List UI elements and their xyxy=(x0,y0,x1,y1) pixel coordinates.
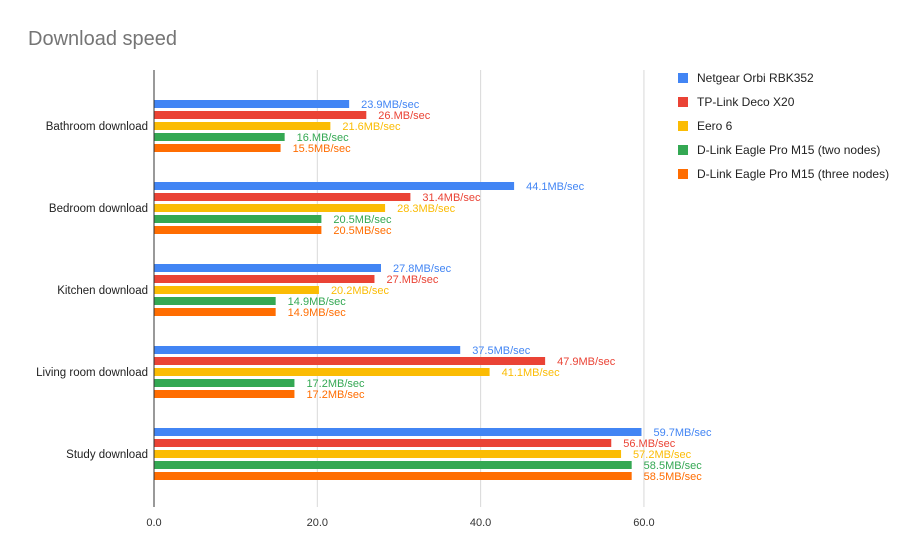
legend-label: D-Link Eagle Pro M15 (three nodes) xyxy=(697,167,890,181)
data-label: 20.2MB/sec xyxy=(331,285,390,297)
data-label: 47.9MB/sec xyxy=(557,356,616,368)
bar xyxy=(154,215,322,223)
data-label: 16.MB/sec xyxy=(297,132,349,144)
bar xyxy=(154,286,319,294)
bar xyxy=(154,204,386,212)
category-label: Bathroom download xyxy=(46,121,148,133)
bar xyxy=(154,368,490,376)
legend-label: Netgear Orbi RBK352 xyxy=(697,71,814,85)
bar xyxy=(154,308,276,316)
data-label: 41.1MB/sec xyxy=(502,367,561,379)
category-label: Bedroom download xyxy=(49,203,148,215)
bar xyxy=(154,275,375,283)
bar xyxy=(154,450,622,458)
data-label: 57.2MB/sec xyxy=(633,449,692,461)
legend-item: D-Link Eagle Pro M15 (three nodes) xyxy=(678,162,889,186)
x-tick-label: 60.0 xyxy=(633,517,654,529)
data-label: 23.9MB/sec xyxy=(361,99,420,111)
data-label: 27.MB/sec xyxy=(386,274,438,286)
data-label: 58.5MB/sec xyxy=(644,460,703,472)
bar xyxy=(154,264,381,272)
bar xyxy=(154,390,295,398)
category-label: Study download xyxy=(66,449,148,461)
bar xyxy=(154,357,546,365)
legend-swatch xyxy=(678,169,688,179)
bar xyxy=(154,111,367,119)
bar xyxy=(154,297,276,305)
data-label: 14.9MB/sec xyxy=(288,307,347,319)
category-label: Kitchen download xyxy=(57,285,148,297)
legend: Netgear Orbi RBK352 TP-Link Deco X20 Eero … xyxy=(678,66,889,186)
data-label: 17.2MB/sec xyxy=(306,378,365,390)
x-tick-label: 40.0 xyxy=(470,517,491,529)
bar xyxy=(154,461,632,469)
data-label: 59.7MB/sec xyxy=(653,427,712,439)
bar xyxy=(154,379,295,387)
legend-item: D-Link Eagle Pro M15 (two nodes) xyxy=(678,138,889,162)
data-label: 20.5MB/sec xyxy=(333,214,392,226)
bar xyxy=(154,193,411,201)
legend-item: Eero 6 xyxy=(678,114,889,138)
bar xyxy=(154,226,322,234)
bar xyxy=(154,144,281,152)
data-label: 44.1MB/sec xyxy=(526,181,585,193)
data-label: 31.4MB/sec xyxy=(422,192,481,204)
legend-swatch xyxy=(678,73,688,83)
bar xyxy=(154,133,285,141)
legend-label: Eero 6 xyxy=(697,119,733,133)
category-label: Living room download xyxy=(36,367,148,379)
data-label: 37.5MB/sec xyxy=(472,345,531,357)
x-tick-label: 20.0 xyxy=(307,517,328,529)
legend-item: TP-Link Deco X20 xyxy=(678,90,889,114)
legend-item: Netgear Orbi RBK352 xyxy=(678,66,889,90)
legend-swatch xyxy=(678,145,688,155)
bar xyxy=(154,439,612,447)
legend-label: TP-Link Deco X20 xyxy=(697,95,795,109)
chart-title: Download speed xyxy=(28,28,177,50)
data-label: 26.MB/sec xyxy=(378,110,430,122)
data-label: 15.5MB/sec xyxy=(293,143,352,155)
bar xyxy=(154,100,350,108)
data-label: 56.MB/sec xyxy=(623,438,675,450)
legend-swatch xyxy=(678,121,688,131)
data-label: 21.6MB/sec xyxy=(342,121,401,133)
legend-swatch xyxy=(678,97,688,107)
x-tick-label: 0.0 xyxy=(146,517,161,529)
bar xyxy=(154,472,632,480)
legend-label: D-Link Eagle Pro M15 (two nodes) xyxy=(697,143,881,157)
data-label: 58.5MB/sec xyxy=(644,471,703,483)
data-label: 14.9MB/sec xyxy=(288,296,347,308)
data-label: 27.8MB/sec xyxy=(393,263,452,275)
bar xyxy=(154,182,515,190)
bar xyxy=(154,428,642,436)
bar xyxy=(154,122,331,130)
data-label: 20.5MB/sec xyxy=(333,225,392,237)
data-label: 17.2MB/sec xyxy=(306,389,365,401)
bar xyxy=(154,346,461,354)
data-label: 28.3MB/sec xyxy=(397,203,456,215)
